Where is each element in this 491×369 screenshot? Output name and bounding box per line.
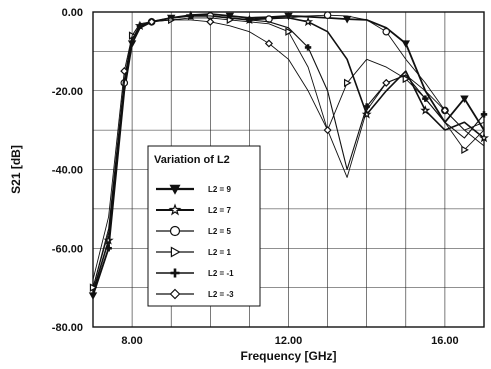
data-point (479, 132, 489, 143)
data-point (382, 78, 391, 87)
legend-marker (169, 225, 181, 237)
legend-label: L2 = 5 (208, 227, 231, 236)
y-tick-label: -80.00 (52, 322, 83, 334)
data-point (187, 12, 194, 20)
plot-frame (92, 11, 485, 328)
series-line (92, 15, 485, 296)
data-point (120, 67, 129, 76)
legend-marker (170, 268, 180, 278)
data-point (402, 74, 411, 84)
legend-title: Variation of L2 (154, 154, 230, 166)
x-tick-label: 16.00 (431, 335, 459, 347)
x-axis-title: Frequency [GHz] (240, 349, 336, 363)
data-point (264, 39, 273, 48)
legend-item: L2 = 9 (156, 184, 231, 195)
data-point (401, 40, 411, 48)
data-point (285, 27, 293, 36)
y-axis-title: S21 [dB] (9, 145, 23, 194)
y-tick-label: -60.00 (52, 243, 83, 255)
legend-item: L2 = 5 (156, 225, 231, 237)
data-point (246, 16, 253, 24)
legend-item: L2 = 7 (156, 203, 231, 216)
data-point (88, 292, 98, 300)
series-L2-eq--1 (92, 12, 488, 296)
data-point (284, 12, 293, 21)
legend-label: L2 = 9 (208, 185, 231, 194)
legend-marker (170, 246, 181, 258)
data-point (206, 17, 215, 26)
data-point (323, 126, 332, 135)
legend-item: L2 = 1 (156, 246, 231, 258)
data-point (105, 245, 112, 252)
legend-label: L2 = -1 (208, 269, 234, 278)
data-point (342, 15, 352, 24)
y-tick-label: -40.00 (52, 165, 83, 177)
data-point (225, 12, 235, 21)
data-point (461, 145, 469, 155)
data-point (440, 106, 449, 115)
data-point (323, 11, 332, 19)
tick-labels: 8.00 12.00 16.00 0.00 -20.00 -40.00 -60.00 -80.… (52, 7, 459, 347)
series-L2-eq--3 (92, 17, 485, 280)
y-tick-label: 0.00 (62, 7, 83, 19)
legend-box (147, 145, 261, 307)
legend-item: L2 = -3 (156, 288, 234, 300)
data-point (480, 111, 488, 118)
legend-items: L2 = 9 L2 = 7 L2 = 5 L2 = 1 L2 = -1 L2 = -3 (156, 184, 234, 300)
data-point (422, 95, 429, 102)
data-point (302, 16, 314, 27)
data-point (304, 44, 312, 51)
x-tick-label: 12.00 (275, 335, 303, 347)
x-tick-label: 8.00 (121, 335, 142, 347)
data-point (420, 105, 431, 115)
data-point (382, 27, 391, 36)
data-point (460, 95, 469, 104)
series-group (88, 10, 489, 300)
legend: Variation of L2 L2 = 9 L2 = 7 L2 = 5 L2 = 1… (147, 145, 261, 307)
legend-label: L2 = 1 (208, 248, 231, 257)
legend-item: L2 = -1 (156, 268, 234, 278)
legend-label: L2 = -3 (208, 290, 234, 299)
data-point (343, 78, 352, 88)
legend-marker (169, 184, 181, 195)
legend-marker (169, 288, 181, 300)
legend-marker (168, 203, 182, 216)
data-point (147, 17, 156, 26)
data-point (363, 103, 370, 110)
y-tick-label: -20.00 (52, 86, 83, 98)
legend-label: L2 = 7 (208, 206, 231, 215)
data-point (89, 283, 98, 292)
